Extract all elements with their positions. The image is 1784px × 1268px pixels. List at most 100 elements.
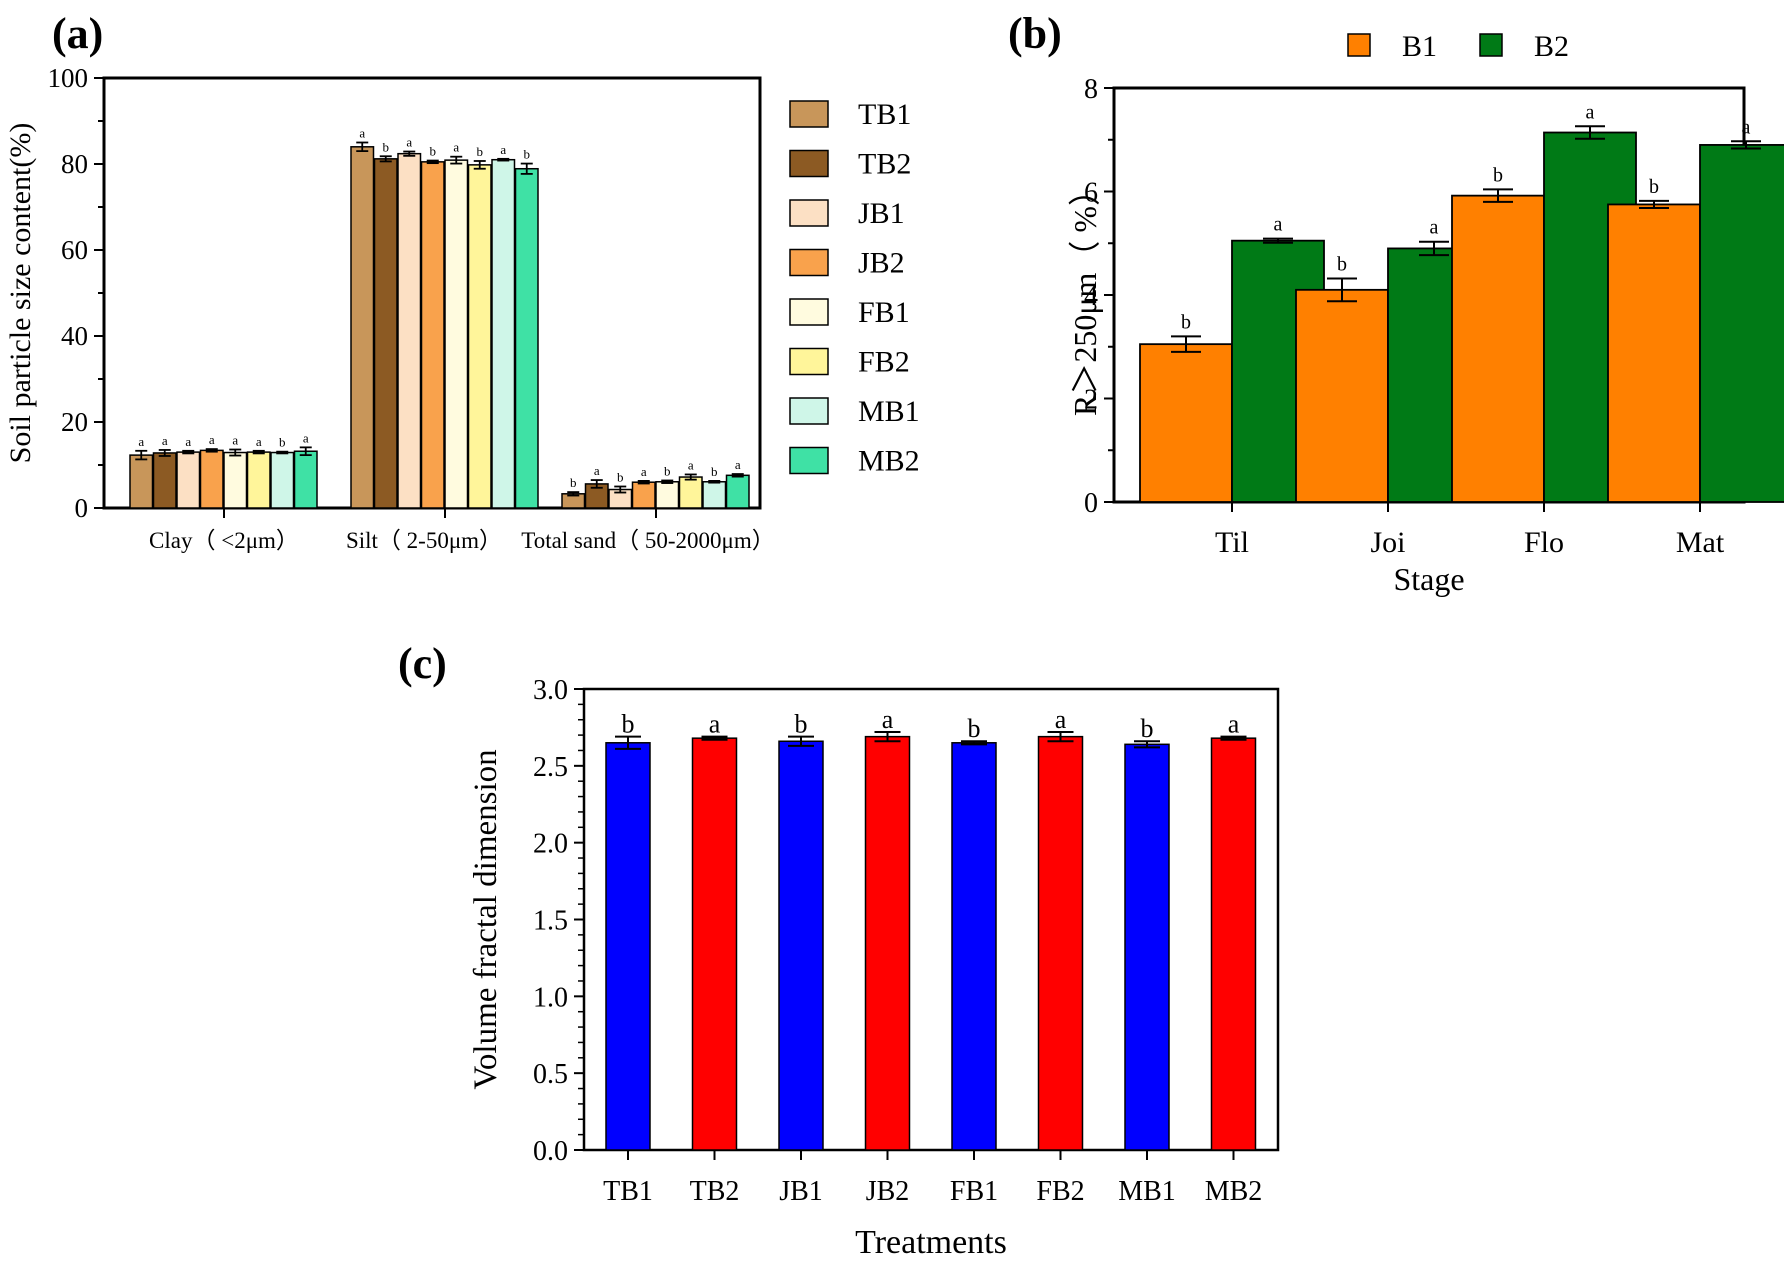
panel-b-ytick-label: 0 [1084,488,1098,519]
legend-label-B1: B1 [1402,30,1437,63]
bar-B2-Mat [1699,144,1784,503]
bar-MB2 [1210,737,1257,1151]
panel-b-xlabel: Stage [1393,561,1464,597]
panel-b-xtick-label: Til [1215,526,1249,559]
legend-label-JB2: JB2 [858,247,905,280]
sig-letter: a [709,710,721,739]
bar-MB1-2 [702,481,727,509]
legend-swatch-JB2 [789,248,829,277]
sig-letter: b [617,470,624,485]
sig-letter: a [256,434,262,449]
bar-MB2-0 [293,450,318,509]
sig-letter: a [882,705,894,734]
sig-letter: a [453,140,459,155]
legend-label-TB1: TB1 [858,98,911,131]
panel-b-ytick-label: 6 [1084,178,1098,209]
sig-letter: b [1181,311,1191,333]
panel-c-frame [582,687,1280,1152]
panel-b-ytick-label: 8 [1084,74,1098,105]
sig-letter: b [1649,176,1659,198]
panel-c-xtick-label: JB2 [866,1176,910,1207]
sig-letter: a [359,126,365,141]
sig-letter: a [641,464,647,479]
panel-b-xtick-label: Flo [1524,526,1564,559]
panel-a-xtick-label: Total sand（ 50-2000μm） [521,528,774,553]
sig-letter: b [664,463,671,478]
sig-letter: a [594,463,600,478]
bar-TB2 [691,737,738,1151]
sig-letter: a [1586,101,1595,123]
sig-letter: b [430,144,437,159]
legend-swatch-JB1 [789,199,829,227]
panel-a-ytick-label: 40 [61,321,88,351]
bar-JB1-0 [176,451,201,509]
bar-FB1 [951,742,997,1151]
legend-label-JB1: JB1 [858,197,905,230]
bar-FB1-0 [223,451,248,509]
sig-letter: a [232,433,238,448]
sig-letter: a [1228,710,1240,739]
bar-B1-Joi [1295,288,1389,503]
sig-letter: b [477,144,484,159]
sig-letter: b [383,139,390,154]
sig-letter: b [1337,253,1347,275]
legend-label-B2: B2 [1534,30,1569,63]
panel-c-xtick-label: MB2 [1205,1176,1263,1207]
bar-FB1-1 [444,159,469,509]
panel-c-ytick-label: 0.5 [533,1059,568,1090]
sig-letter: b [570,475,577,490]
legend-label-TB2: TB2 [858,148,911,181]
panel-b-ytick-label: 2 [1084,385,1098,416]
bar-TB1-1 [350,146,375,509]
legend-swatch-FB1 [789,298,829,326]
sig-letter: b [622,710,635,739]
bar-MB1-1 [491,158,516,509]
panel-b-ytick-label: 4 [1084,281,1098,312]
sig-letter: a [1742,116,1751,138]
bar-MB2-2 [725,474,750,509]
bar-TB2-1 [373,158,398,509]
legend-label-MB2: MB2 [858,445,920,478]
sig-letter: a [162,433,168,448]
panel-a-ytick-label: 0 [75,493,89,523]
bar-JB2-1 [420,161,445,509]
panel-b-xtick-label: Joi [1370,526,1405,559]
panel-b-ylabel: R＞250μm（ %） [1067,174,1103,416]
sig-letter: a [303,430,309,445]
panel-a-ylabel: Soil particle size content(%) [4,123,37,464]
sig-letter: a [1274,214,1283,236]
panel-c-chart: 0.0 0.5 1.0 1.5 2.0 2.5 3.0 Volume fractal dime… [468,675,1280,1261]
bar-JB1-1 [397,152,422,509]
bar-JB2-2 [631,481,656,509]
panel-c-xlabel: Treatments [855,1224,1007,1261]
bar-FB2-2 [678,476,703,509]
panel-c-xtick-label: JB1 [779,1176,823,1207]
panel-c-ytick-label: 2.5 [533,752,568,783]
panel-a-ytick-label: 80 [61,149,88,179]
sig-letter: b [711,464,718,479]
bar-FB2-1 [467,164,492,509]
sig-letter: b [968,714,981,743]
legend-label-FB1: FB1 [858,296,910,329]
sig-letter: a [688,457,694,472]
bar-FB2 [1037,735,1084,1151]
bar-JB2 [864,735,911,1151]
sig-letter: a [735,457,741,472]
panel-a-chart: 0 20 40 60 80 100 Soil particle size content(%… [4,63,920,553]
legend-label-MB1: MB1 [858,395,920,428]
bar-FB1-2 [655,481,680,509]
panel-c-ytick-label: 2.0 [533,829,568,860]
panel-c-xtick-label: TB2 [690,1176,740,1207]
panel-a-xtick-label: Clay（ <2μm） [149,528,299,553]
panel-a-ytick-label: 60 [61,235,88,265]
panel-c-xtick-label: FB1 [950,1176,998,1207]
sig-letter: a [185,434,191,449]
bar-JB1 [778,740,824,1151]
panel-c-ytick-label: 3.0 [533,675,568,706]
panel-b-label: (b) [1008,9,1062,58]
panel-c-label: (c) [398,639,447,688]
panel-b-xtick-label: Mat [1676,526,1725,559]
bar-MB1 [1124,743,1170,1151]
sig-letter: b [1493,164,1503,186]
